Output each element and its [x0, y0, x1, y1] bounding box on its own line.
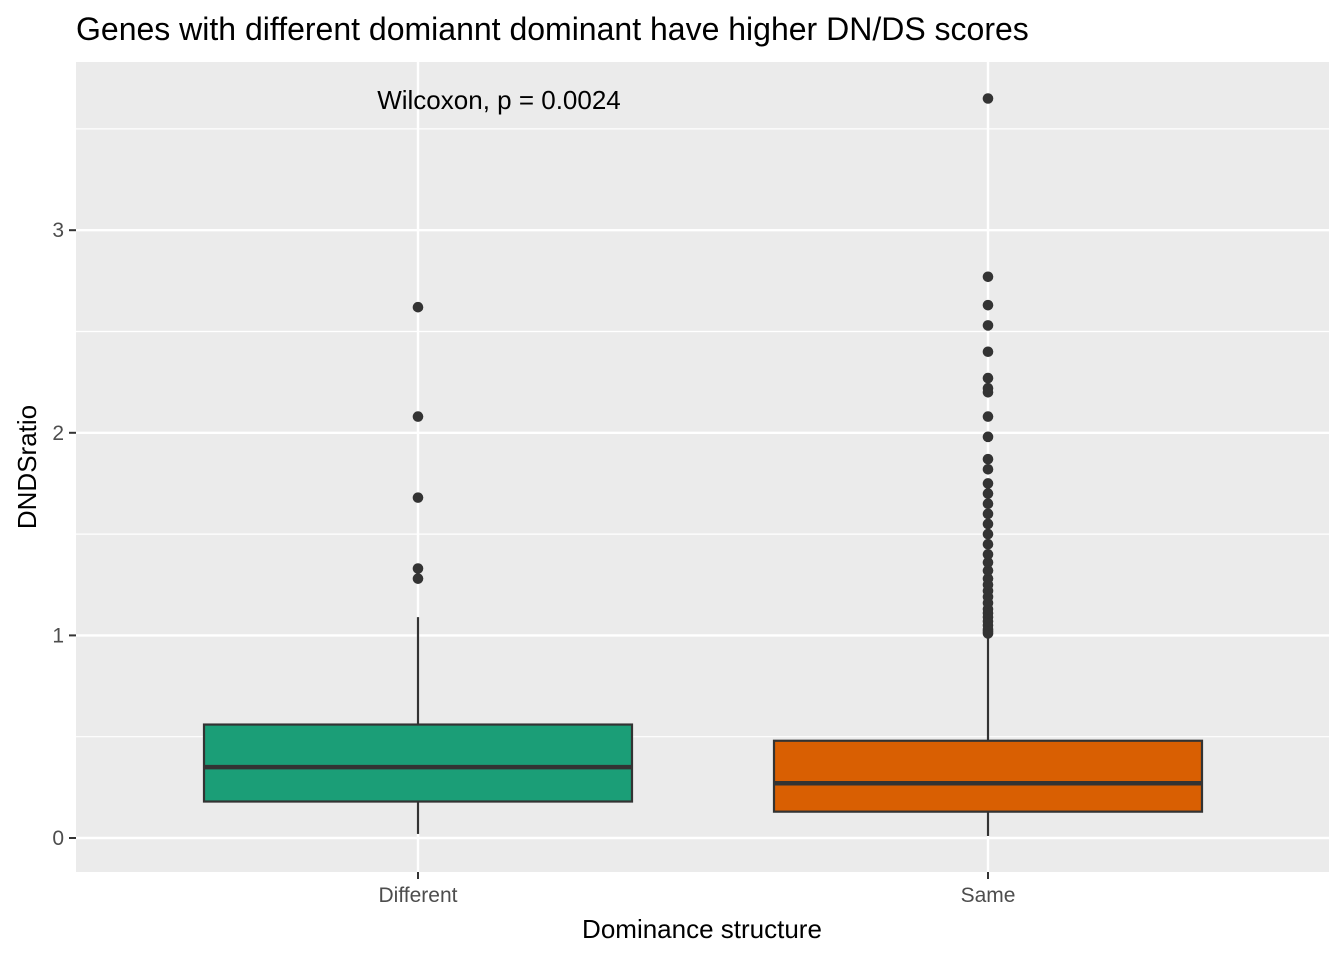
box-iqr: [202, 723, 634, 803]
outlier-point: [982, 508, 994, 520]
outlier-point: [982, 549, 994, 560]
outlier-point: [982, 557, 994, 568]
outlier-point: [982, 478, 994, 489]
outlier-point: [982, 382, 994, 394]
y-tick-label: 0: [52, 827, 64, 850]
outlier-point: [982, 538, 994, 550]
box-iqr: [772, 739, 1204, 813]
x-tick-label: Different: [379, 884, 458, 907]
outlier-point: [982, 299, 994, 311]
y-tick-label: 3: [52, 219, 64, 242]
x-axis: Different Same: [379, 872, 1016, 907]
outlier-point: [982, 320, 994, 331]
outlier-point: [982, 565, 994, 576]
y-axis: 0 1 2 3: [52, 219, 76, 850]
outlier-point: [412, 563, 424, 574]
outlier-point: [982, 453, 994, 465]
y-tick-label: 1: [52, 624, 64, 647]
y-axis-title: DNDSratio: [12, 405, 42, 529]
outlier-point: [412, 492, 424, 503]
box-same: [772, 93, 1204, 836]
outlier-point: [982, 271, 994, 283]
outlier-point: [982, 411, 994, 422]
chart-title: Genes with different domiannt dominant h…: [76, 11, 1029, 47]
x-axis-title: Dominance structure: [582, 914, 822, 944]
wilcoxon-annotation: Wilcoxon, p = 0.0024: [377, 85, 621, 115]
outlier-point: [982, 488, 994, 499]
outlier-point: [982, 463, 994, 475]
outlier-point: [982, 518, 994, 530]
y-tick-label: 2: [52, 422, 64, 445]
outlier-point: [982, 528, 994, 540]
outlier-point: [982, 372, 994, 384]
x-tick-label: Same: [961, 884, 1016, 907]
box-layer: [202, 93, 1204, 836]
outlier-point: [982, 346, 994, 358]
outlier-point: [412, 301, 424, 313]
outlier-point: [412, 411, 424, 422]
outlier-point: [982, 93, 994, 104]
outlier-point: [982, 431, 994, 443]
outlier-point: [982, 573, 994, 584]
box-different: [202, 301, 634, 834]
outlier-point: [982, 498, 994, 510]
outlier-point: [412, 573, 424, 584]
